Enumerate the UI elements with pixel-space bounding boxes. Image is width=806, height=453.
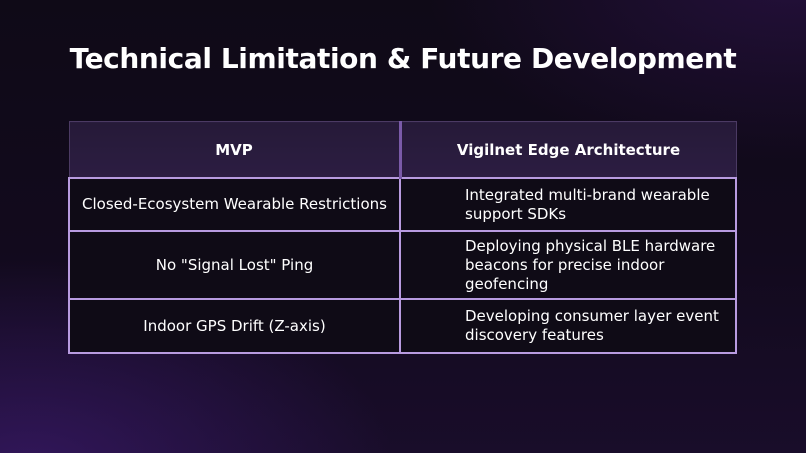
cell-edge-solution: Developing consumer layer event discover…	[399, 298, 737, 354]
table-row: No "Signal Lost" Ping Deploying physical…	[68, 230, 737, 300]
table-row: Closed-Ecosystem Wearable Restrictions I…	[68, 177, 737, 232]
comparison-table: MVP Vigilnet Edge Architecture Closed-Ec…	[68, 121, 737, 354]
header-edge-architecture: Vigilnet Edge Architecture	[400, 121, 737, 179]
cell-mvp-limitation: Closed-Ecosystem Wearable Restrictions	[68, 177, 401, 232]
cell-mvp-limitation: Indoor GPS Drift (Z-axis)	[68, 298, 401, 354]
comparison-table-grid: MVP Vigilnet Edge Architecture Closed-Ec…	[68, 121, 737, 354]
cell-mvp-limitation: No "Signal Lost" Ping	[68, 230, 401, 300]
table-row: Indoor GPS Drift (Z-axis) Developing con…	[68, 298, 737, 354]
slide-title: Technical Limitation & Future Developmen…	[69, 42, 737, 75]
cell-edge-solution: Deploying physical BLE hardware beacons …	[399, 230, 737, 300]
header-mvp: MVP	[68, 121, 402, 179]
cell-edge-solution: Integrated multi-brand wearable support …	[399, 177, 737, 232]
table-header-row: MVP Vigilnet Edge Architecture	[68, 121, 737, 179]
